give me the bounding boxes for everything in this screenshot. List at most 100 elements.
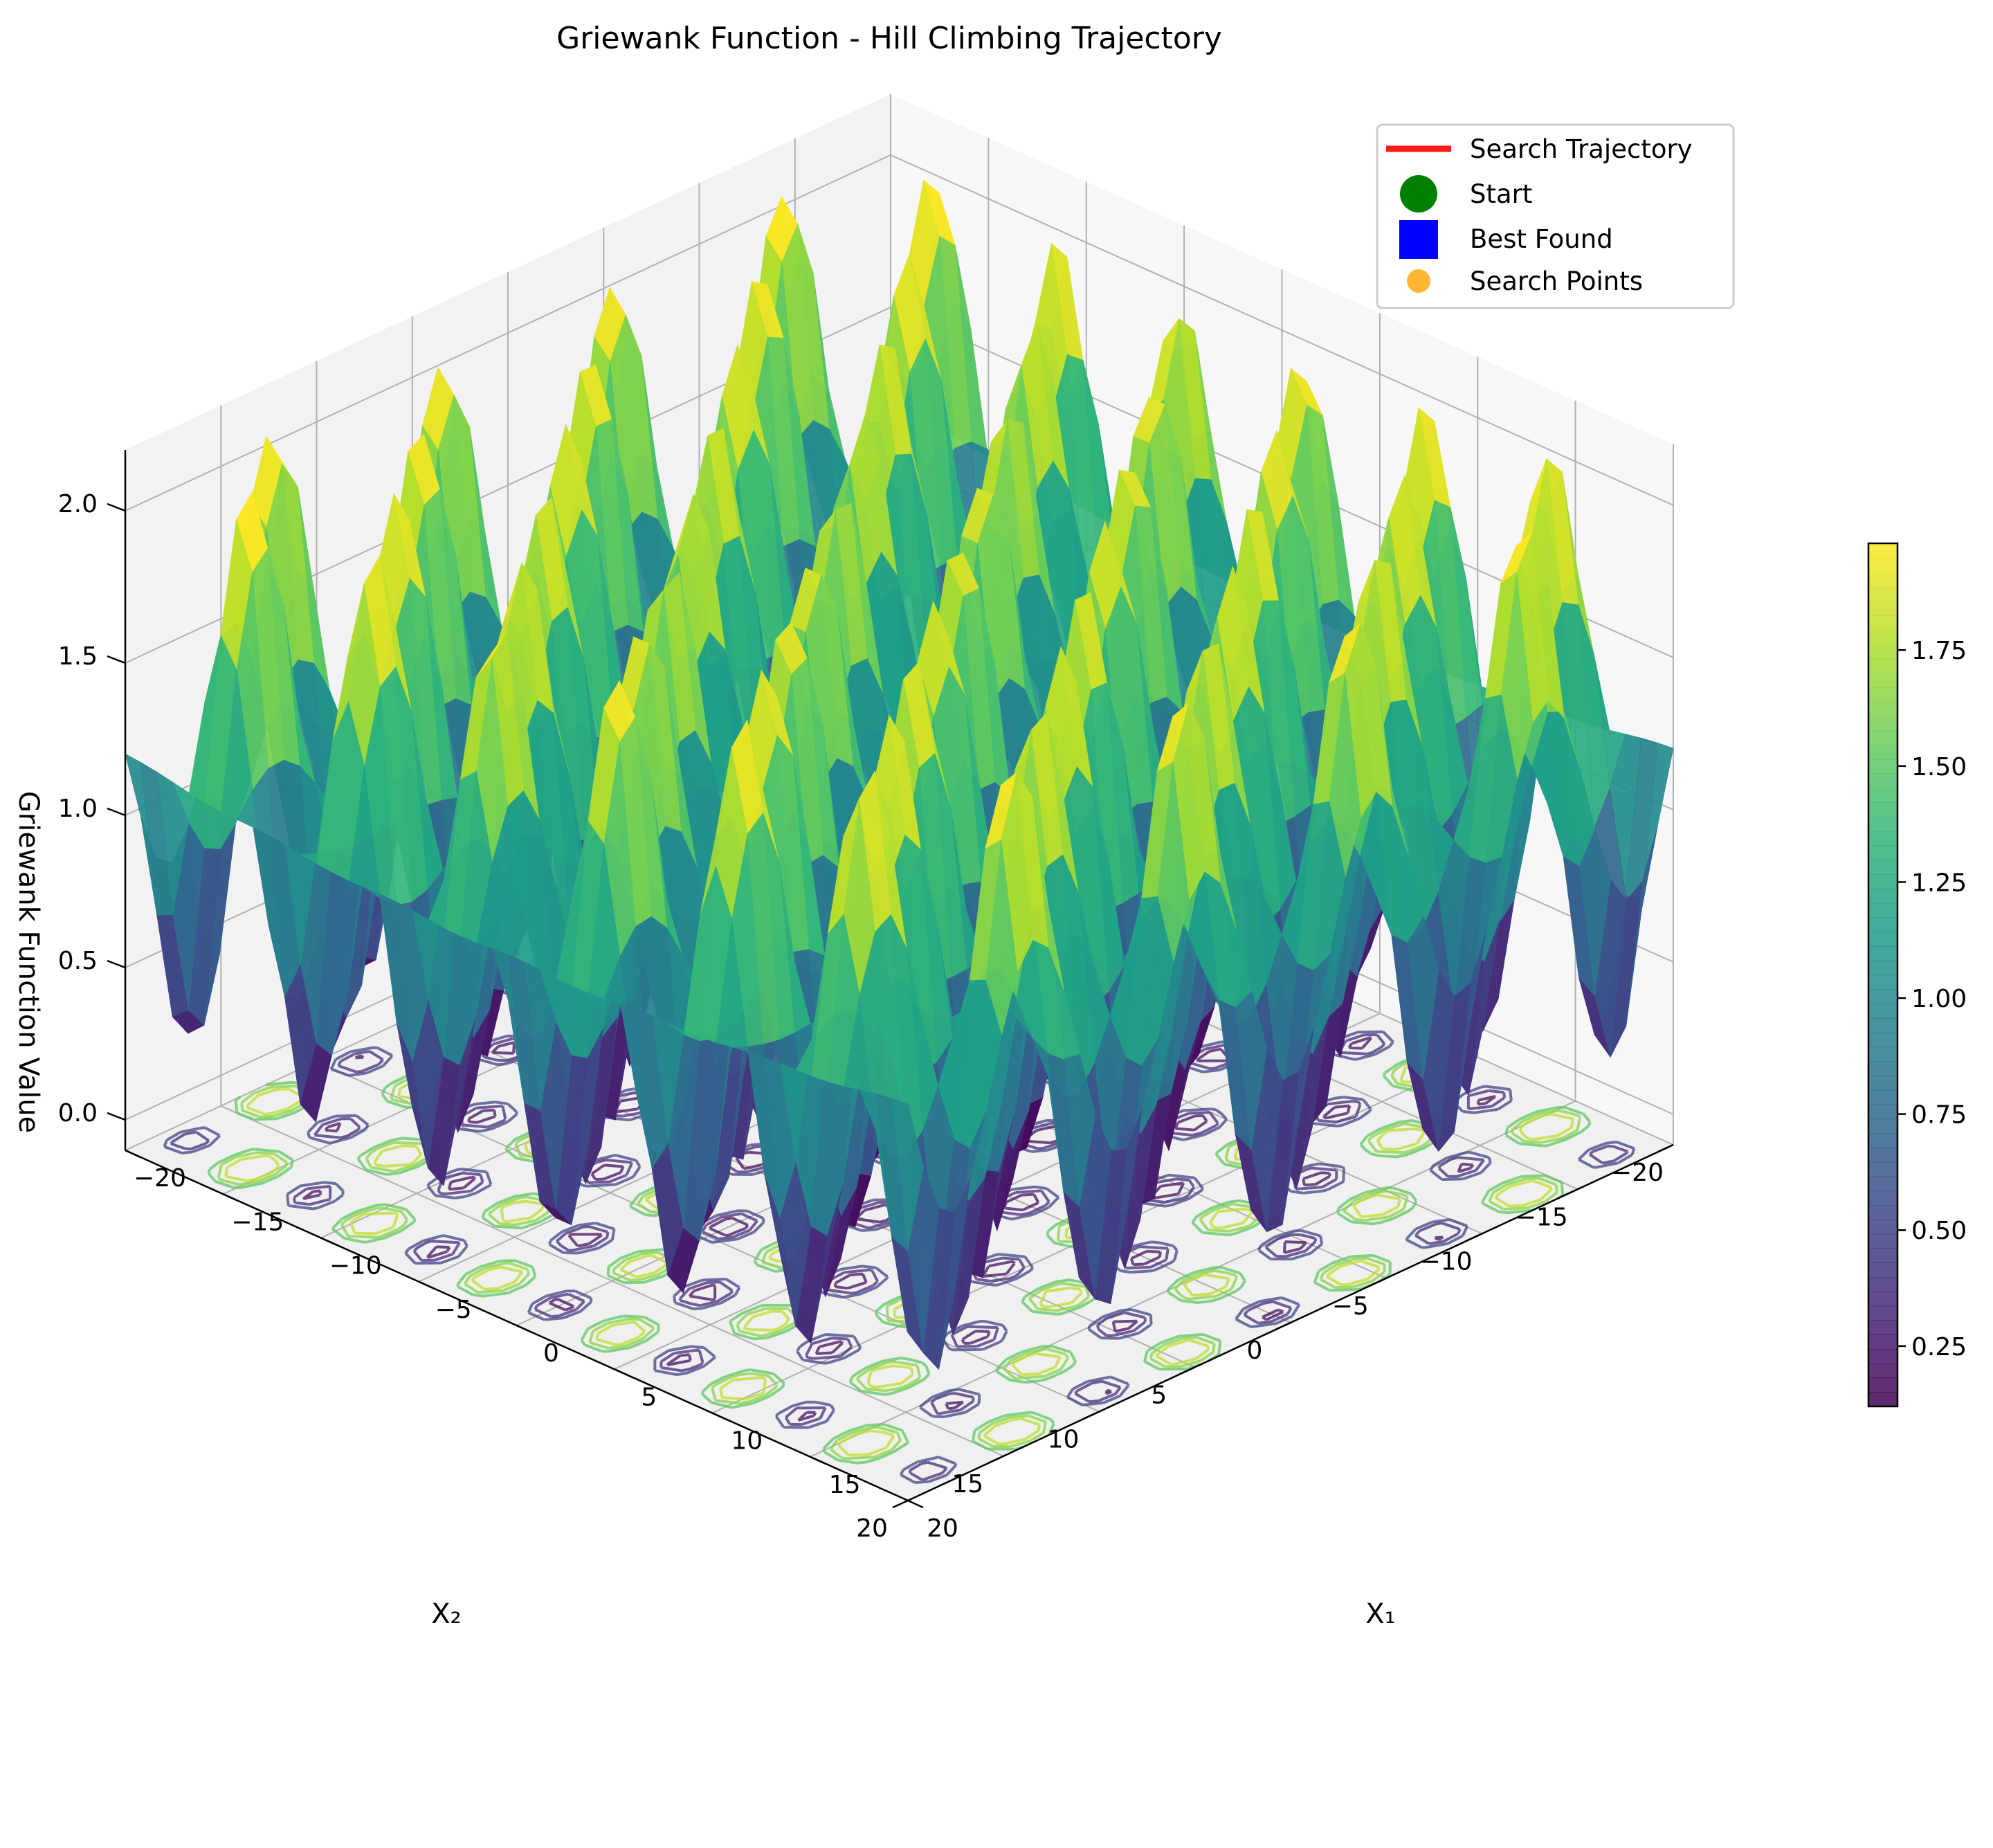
z-tick	[107, 655, 126, 664]
x1-tick	[320, 1237, 337, 1246]
colorbar-segment	[1868, 572, 1898, 588]
legend-frame	[1376, 123, 1735, 309]
x1-tick-label: 0	[543, 1339, 559, 1368]
colorbar-segment	[1868, 1004, 1898, 1019]
x1-tick-label: −10	[329, 1252, 382, 1280]
x1-tick	[810, 1456, 826, 1465]
colorbar-segment	[1868, 1305, 1898, 1321]
colorbar-segment	[1868, 1363, 1898, 1379]
colorbar-segment	[1868, 759, 1898, 774]
colorbar-frame	[1867, 542, 1899, 1408]
z-tick-label: 0.5	[58, 947, 98, 975]
legend-label-points: Search Points	[1470, 266, 1643, 296]
colorbar-segment	[1868, 903, 1898, 918]
colorbar-segment	[1868, 644, 1898, 660]
colorbar-segment	[1868, 816, 1898, 832]
x1-tick-label: −20	[134, 1164, 186, 1193]
x2-tick-label: 0	[1247, 1337, 1263, 1365]
colorbar-segment	[1868, 960, 1898, 976]
colorbar-segment	[1868, 1262, 1898, 1278]
colorbar-segment	[1868, 629, 1898, 645]
colorbar-segment	[1868, 1147, 1898, 1163]
x1-tick	[711, 1412, 728, 1421]
x2-tick	[1466, 1233, 1483, 1242]
x2-tick-label: −10	[1420, 1248, 1473, 1276]
x2-tick	[1657, 1143, 1674, 1153]
colorbar-segment	[1868, 1392, 1898, 1407]
x1-tick-label: 15	[829, 1471, 861, 1499]
x2-tick-label: −20	[1611, 1159, 1664, 1187]
legend-label-trajectory: Search Trajectory	[1470, 134, 1693, 164]
x2-tick	[1370, 1277, 1387, 1286]
colorbar-segment	[1868, 831, 1898, 846]
colorbar-segment	[1868, 601, 1898, 616]
colorbar-segment	[1868, 1161, 1898, 1177]
colorbar-segment	[1868, 1348, 1898, 1364]
colorbar-segment	[1868, 1089, 1898, 1105]
z-tick	[107, 807, 126, 817]
x2-tick	[1562, 1188, 1578, 1197]
colorbar-segment	[1868, 989, 1898, 1004]
colorbar-segment	[1868, 687, 1898, 703]
colorbar-segment	[1868, 888, 1898, 904]
colorbar-segment	[1868, 860, 1898, 875]
colorbar-segment	[1868, 1334, 1898, 1350]
colorbar-segment	[1868, 1017, 1898, 1033]
legend-label-best: Best Found	[1470, 224, 1613, 254]
x2-tick-label: 10	[1048, 1426, 1080, 1454]
colorbar-segment	[1868, 745, 1898, 760]
colorbar: 0.25 0.50 0.75 1.00 1.25 1.50 1.75	[1867, 542, 1967, 1408]
x1-tick-label: −15	[231, 1208, 284, 1236]
z-tick	[107, 502, 126, 512]
x1-tick-label: −5	[435, 1296, 472, 1324]
x1-tick	[125, 1149, 141, 1159]
colorbar-tick-label: 1.50	[1911, 753, 1967, 781]
legend-start-swatch	[1400, 175, 1437, 212]
colorbar-segment	[1868, 543, 1898, 559]
colorbar-segment	[1868, 874, 1898, 889]
colorbar-tick-label: 0.25	[1911, 1333, 1967, 1361]
colorbar-segment	[1868, 1277, 1898, 1292]
colorbar-segment	[1868, 658, 1898, 673]
colorbar-segment	[1868, 773, 1898, 789]
colorbar-segment	[1868, 557, 1898, 573]
chart-title: Griewank Function - Hill Climbing Trajec…	[556, 21, 1222, 56]
z-tick-label: 2.0	[58, 490, 98, 518]
x2-tick-label: −15	[1516, 1203, 1568, 1231]
surface-facet	[891, 1098, 924, 1251]
colorbar-segment	[1868, 1320, 1898, 1335]
colorbar-segment	[1868, 917, 1898, 932]
x1-tick-label: 20	[927, 1514, 958, 1543]
x2-tick	[1275, 1321, 1291, 1331]
x1-tick-label: 5	[641, 1383, 657, 1411]
colorbar-tick-label: 0.50	[1911, 1217, 1967, 1245]
legend: Search Trajectory Start Best Found Searc…	[1376, 123, 1735, 309]
colorbar-segment	[1868, 673, 1898, 688]
x2-tick-label: 5	[1151, 1381, 1167, 1409]
colorbar-segment	[1868, 701, 1898, 717]
colorbar-segment	[1868, 1248, 1898, 1263]
legend-best-swatch	[1399, 220, 1438, 259]
z-tick	[107, 1112, 126, 1121]
colorbar-tick-label: 1.00	[1911, 985, 1967, 1013]
colorbar-segment	[1868, 1205, 1898, 1220]
colorbar-segment	[1868, 1190, 1898, 1206]
colorbar-segment	[1868, 1176, 1898, 1192]
x1-tick-label: 10	[731, 1427, 763, 1456]
colorbar-segment	[1868, 975, 1898, 990]
surface-plot	[125, 179, 1674, 1370]
z-tick-label: 1.0	[58, 795, 98, 823]
colorbar-segment	[1868, 1118, 1898, 1134]
colorbar-segment	[1868, 586, 1898, 601]
colorbar-segment	[1868, 1047, 1898, 1062]
legend-points-swatch	[1407, 269, 1430, 293]
colorbar-segment	[1868, 802, 1898, 817]
x2-tick-label: 15	[952, 1470, 983, 1498]
colorbar-tick-label: 0.75	[1911, 1101, 1967, 1130]
colorbar-segment	[1868, 845, 1898, 861]
colorbar-segment	[1868, 1104, 1898, 1120]
z-tick-label: 1.5	[58, 642, 98, 671]
colorbar-segment	[1868, 730, 1898, 745]
colorbar-segment	[1868, 1032, 1898, 1048]
